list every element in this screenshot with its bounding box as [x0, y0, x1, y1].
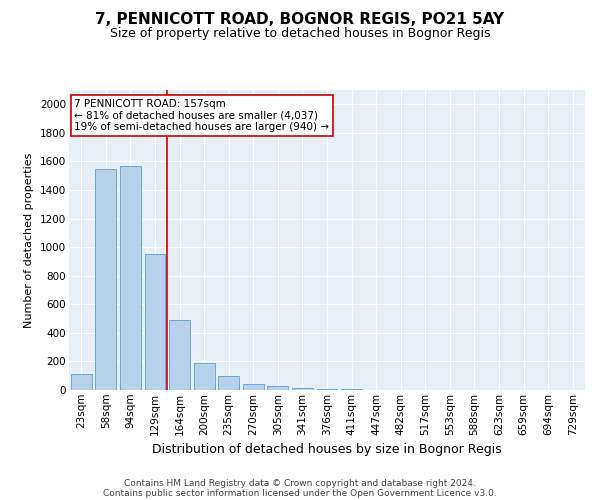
- Bar: [194, 363, 215, 390]
- Bar: [169, 320, 190, 390]
- X-axis label: Distribution of detached houses by size in Bognor Regis: Distribution of detached houses by size …: [152, 443, 502, 456]
- Bar: [120, 166, 141, 390]
- Bar: [268, 386, 289, 390]
- Bar: [95, 170, 116, 390]
- Y-axis label: Number of detached properties: Number of detached properties: [25, 152, 34, 328]
- Bar: [218, 376, 239, 390]
- Text: Size of property relative to detached houses in Bognor Regis: Size of property relative to detached ho…: [110, 28, 490, 40]
- Bar: [317, 388, 337, 390]
- Bar: [292, 388, 313, 390]
- Bar: [145, 254, 166, 390]
- Text: Contains public sector information licensed under the Open Government Licence v3: Contains public sector information licen…: [103, 488, 497, 498]
- Text: Contains HM Land Registry data © Crown copyright and database right 2024.: Contains HM Land Registry data © Crown c…: [124, 478, 476, 488]
- Text: 7 PENNICOTT ROAD: 157sqm
← 81% of detached houses are smaller (4,037)
19% of sem: 7 PENNICOTT ROAD: 157sqm ← 81% of detach…: [74, 99, 329, 132]
- Bar: [71, 374, 92, 390]
- Text: 7, PENNICOTT ROAD, BOGNOR REGIS, PO21 5AY: 7, PENNICOTT ROAD, BOGNOR REGIS, PO21 5A…: [95, 12, 505, 28]
- Bar: [243, 384, 264, 390]
